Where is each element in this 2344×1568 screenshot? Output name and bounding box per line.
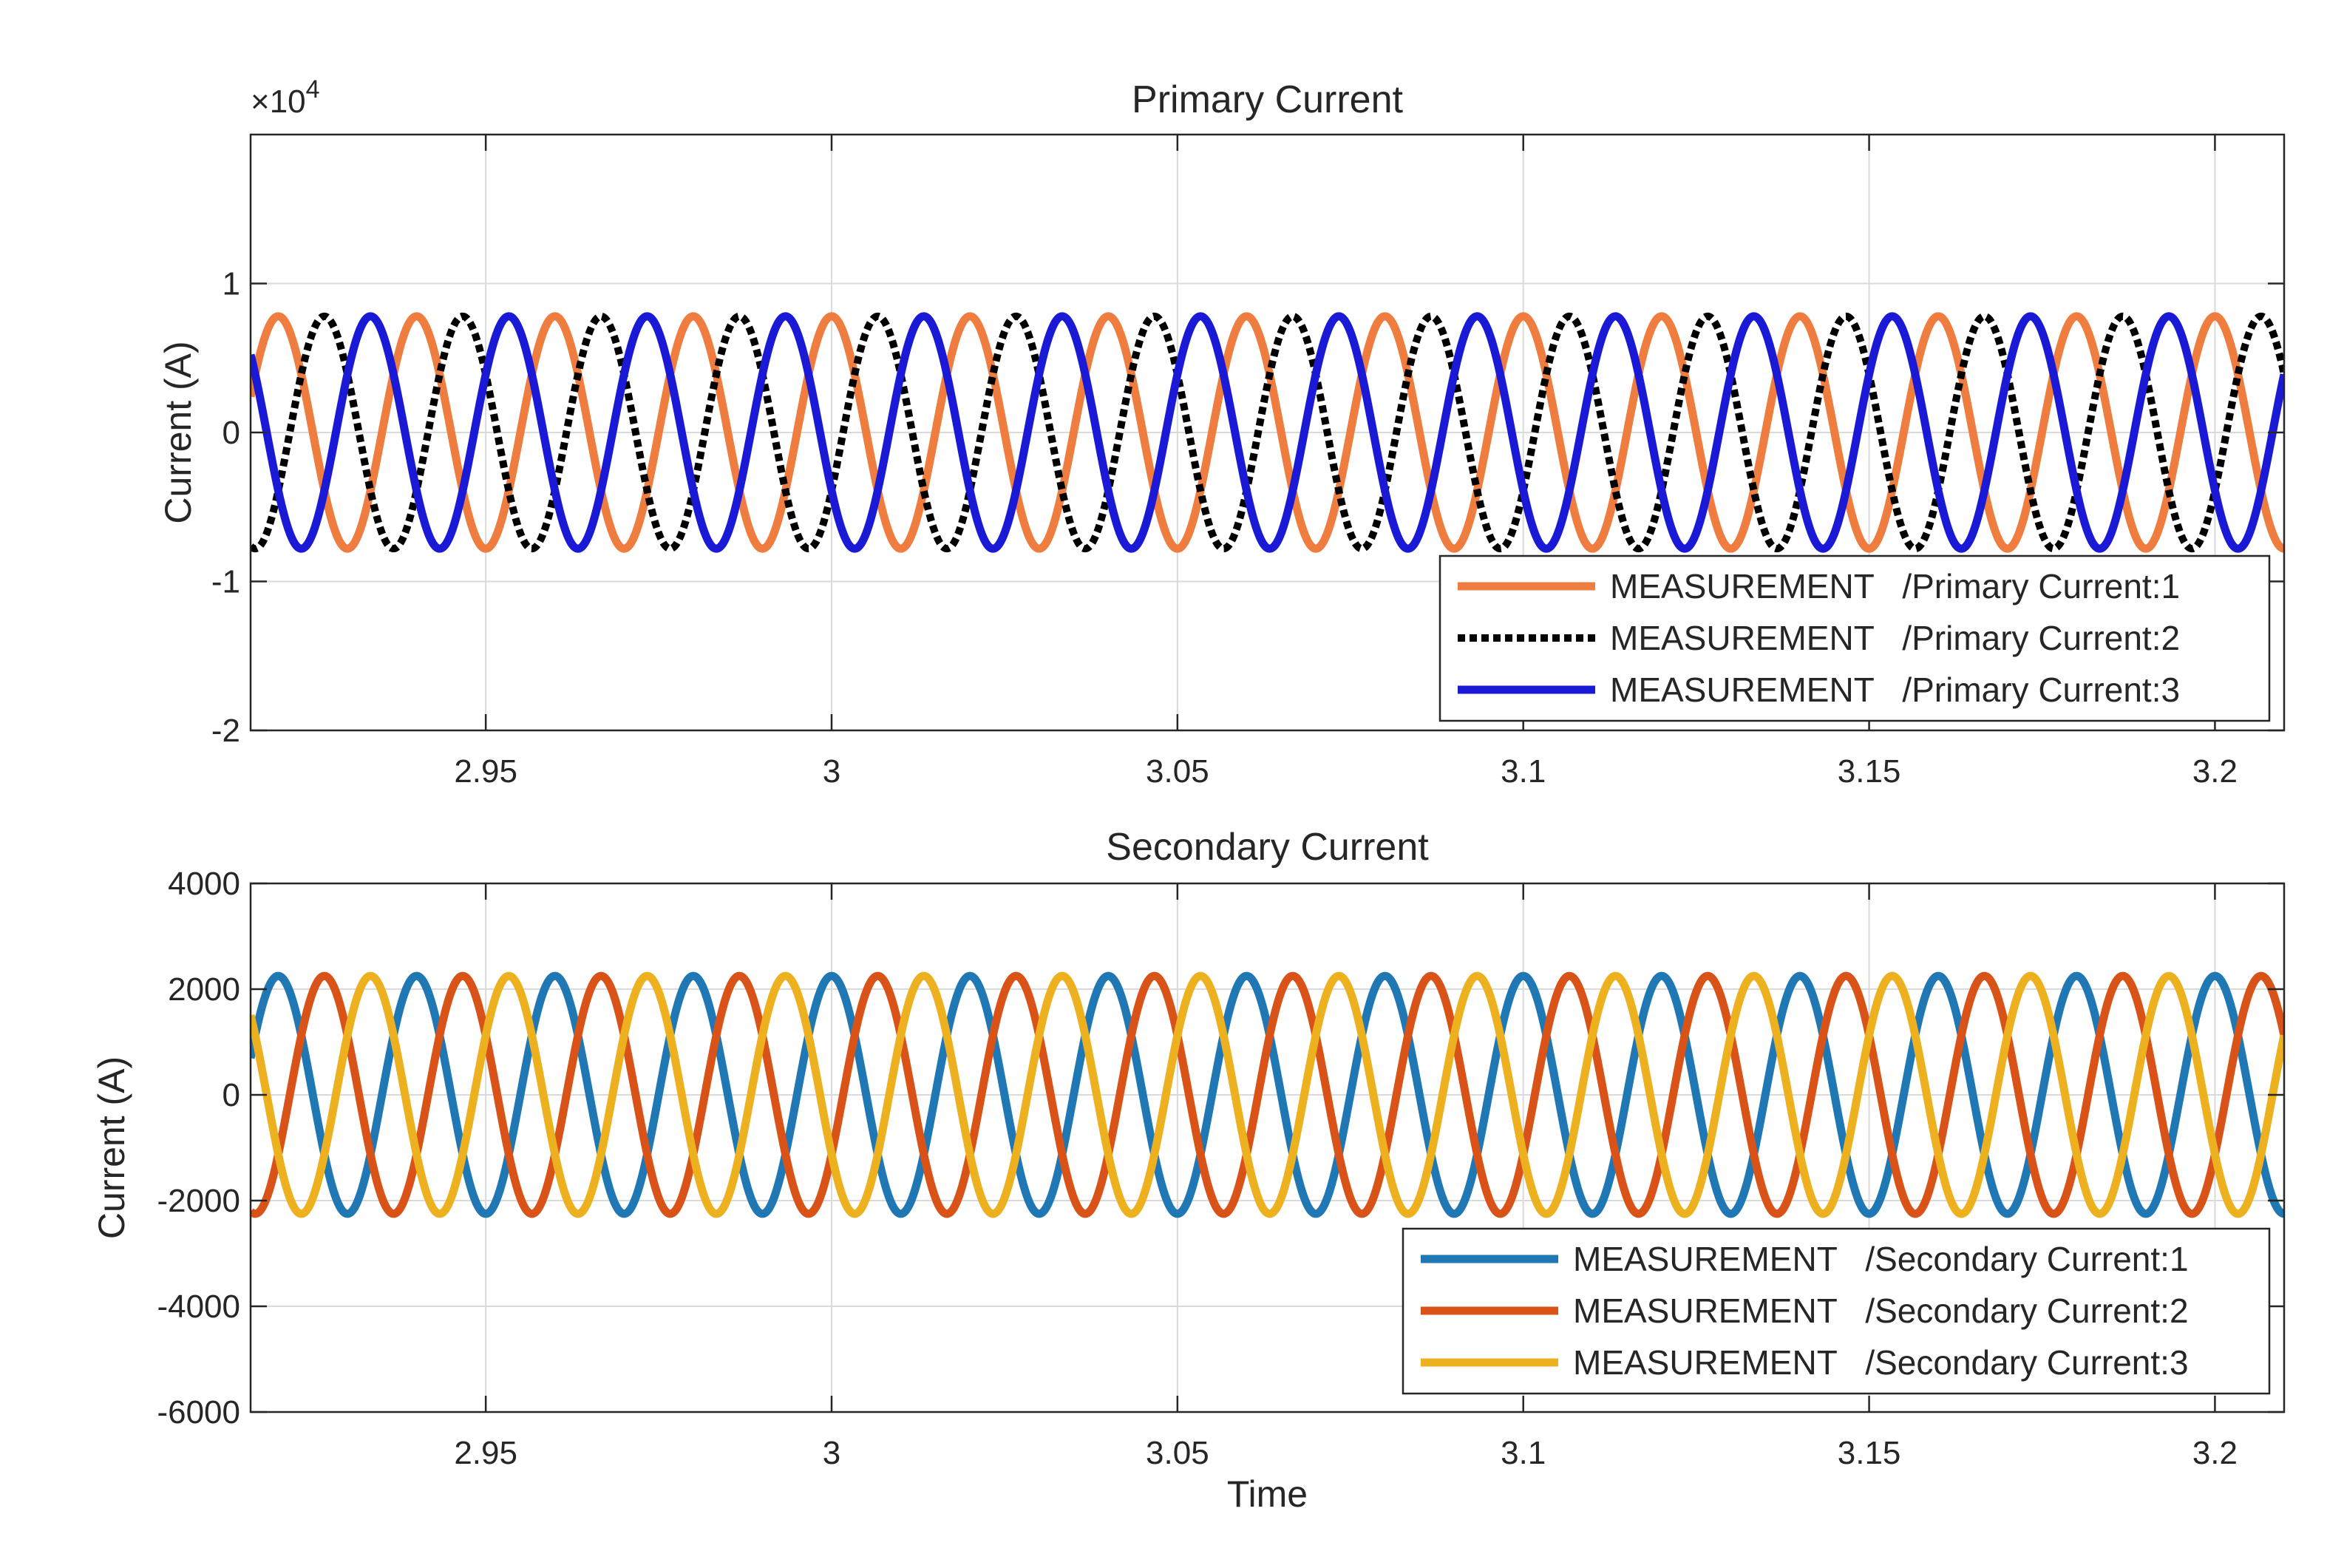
x-tick-label: 3.2 xyxy=(2192,1435,2238,1471)
series-line-3 xyxy=(251,312,2284,553)
x-tick-label: 3.1 xyxy=(1501,753,1546,790)
legend: MEASUREMENT /Secondary Current:1 MEASUREM… xyxy=(1402,1227,2271,1395)
y-exponent-base: ×10 xyxy=(251,84,306,120)
x-tick-label: 2.95 xyxy=(454,1435,517,1471)
y-axis-label: Current (A) xyxy=(91,1056,132,1239)
y-exponent-label: ×104 xyxy=(251,75,320,120)
y-tick-label: 1 xyxy=(222,266,240,302)
y-exponent-power: 4 xyxy=(306,75,320,103)
x-axis-label: Time xyxy=(1227,1473,1308,1515)
x-tick-label: 3.05 xyxy=(1146,1435,1209,1471)
x-tick-label: 3 xyxy=(823,753,840,790)
legend-entry-3: MEASUREMENT /Secondary Current:3 xyxy=(1573,1343,2189,1382)
legend: MEASUREMENT /Primary Current:1 MEASUREMEN… xyxy=(1438,554,2271,722)
chart-title: Secondary Current xyxy=(1106,826,1429,869)
x-tick-label: 3.2 xyxy=(2192,753,2238,790)
legend-entry-1: MEASUREMENT /Primary Current:1 xyxy=(1610,567,2180,605)
x-tick-label: 3.15 xyxy=(1838,753,1901,790)
y-tick-label: 0 xyxy=(222,1077,240,1113)
chart-panel-2: 2.95 3 3.05 3.1 3.15 3.2 -6000 -4000 -2000 0 2000 4… xyxy=(91,826,2286,1515)
y-tick-label: -2 xyxy=(211,713,240,749)
series-line-2 xyxy=(251,971,2284,1218)
series-line-2 xyxy=(251,312,2284,553)
axes-box xyxy=(249,882,2286,1413)
chart-title: Primary Current xyxy=(1132,78,1403,121)
series-line-1 xyxy=(251,971,2284,1218)
x-tick-label: 3 xyxy=(823,1435,840,1471)
legend-entry-2: MEASUREMENT /Secondary Current:2 xyxy=(1573,1292,2189,1330)
y-tick-label: 4000 xyxy=(168,866,240,902)
y-axis-label: Current (A) xyxy=(157,341,199,523)
legend-entry-2: MEASUREMENT /Primary Current:2 xyxy=(1610,619,2180,657)
x-tick-label: 3.05 xyxy=(1146,753,1209,790)
y-tick-label: -6000 xyxy=(157,1394,240,1430)
x-tick-label: 3.1 xyxy=(1501,1435,1546,1471)
y-tick-label: -2000 xyxy=(157,1183,240,1219)
chart-panel-1: 2.95 3 3.05 3.1 3.15 3.2 -2 -1 0 1 ×104 Primary Cur… xyxy=(157,75,2286,790)
y-tick-label: -4000 xyxy=(157,1289,240,1325)
y-tick-label: 0 xyxy=(222,415,240,451)
legend-entry-3: MEASUREMENT /Primary Current:3 xyxy=(1610,671,2180,709)
series-line-1 xyxy=(251,312,2284,553)
x-tick-label: 3.15 xyxy=(1838,1435,1901,1471)
y-tick-label: -1 xyxy=(211,564,240,600)
series-line-3 xyxy=(251,971,2284,1218)
legend-entry-1: MEASUREMENT /Secondary Current:1 xyxy=(1573,1240,2189,1278)
x-tick-label: 2.95 xyxy=(454,753,517,790)
y-tick-label: 2000 xyxy=(168,971,240,1008)
